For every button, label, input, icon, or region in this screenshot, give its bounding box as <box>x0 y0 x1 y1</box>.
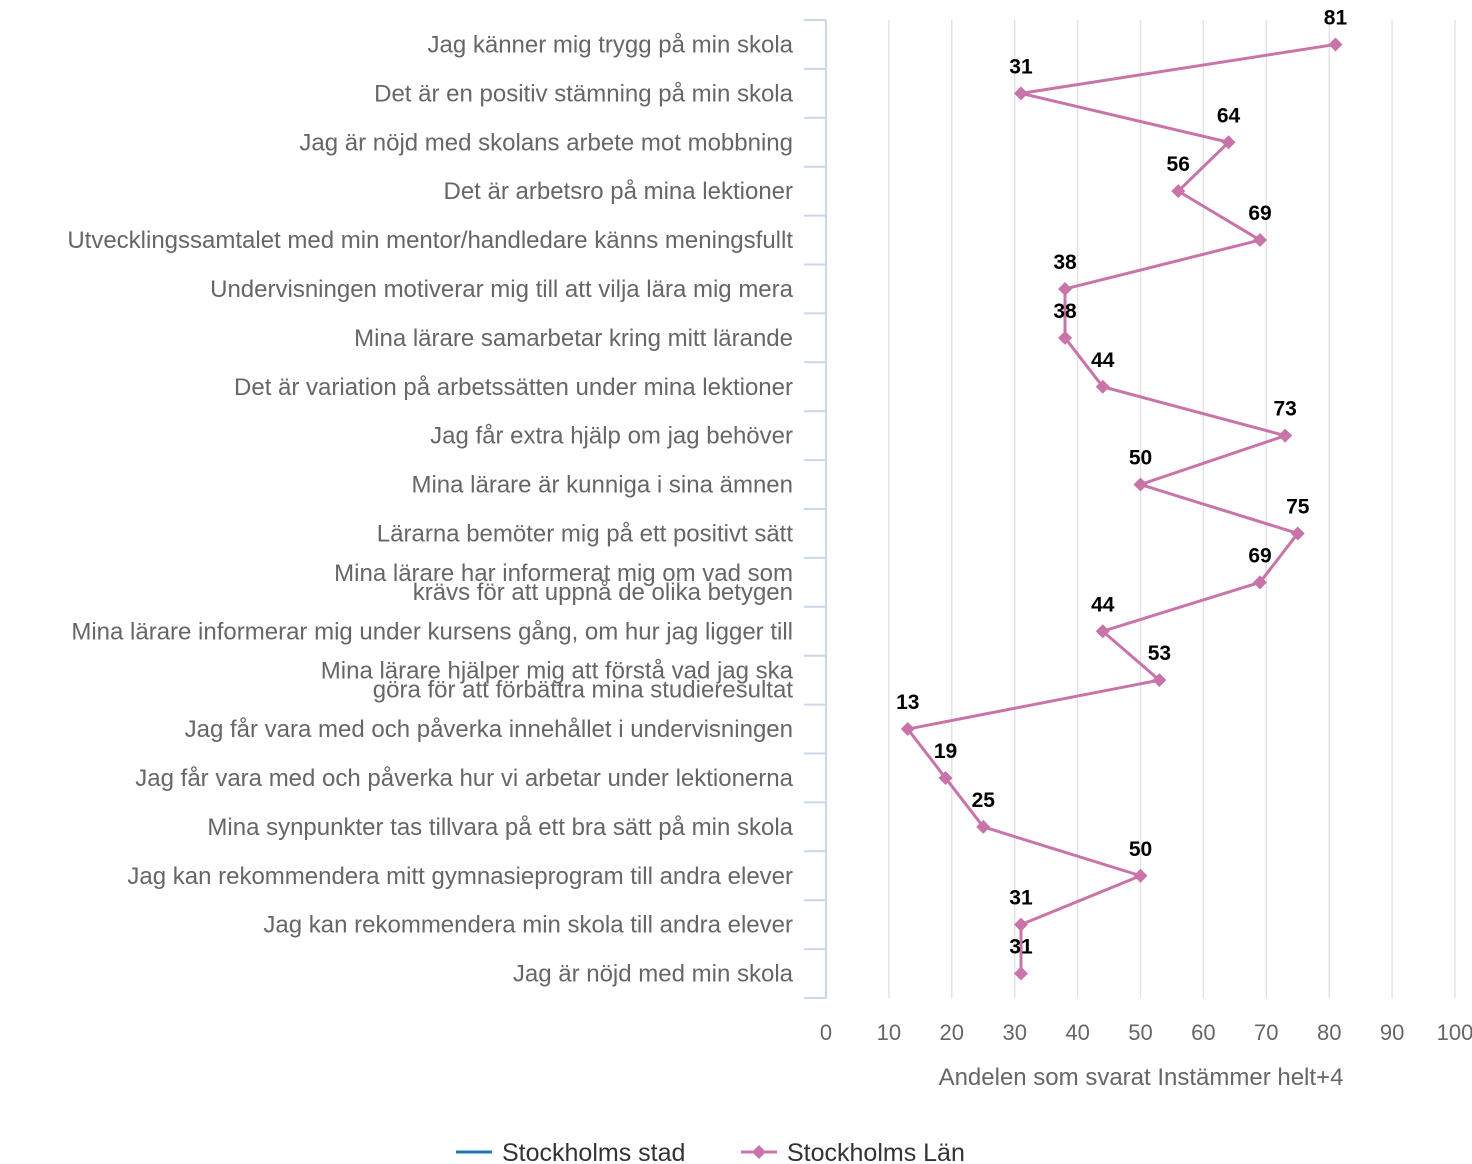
category-label: Jag får vara med och påverka innehållet … <box>185 716 793 743</box>
x-tick-label: 10 <box>877 1020 901 1045</box>
category-label: Mina lärare samarbetar kring mitt lärand… <box>354 325 793 352</box>
data-label: 75 <box>1286 495 1310 518</box>
data-point-marker <box>1171 184 1186 199</box>
category-label: Mina synpunkter tas tillvara på ett bra … <box>207 814 793 841</box>
data-point-marker <box>1328 37 1343 52</box>
data-label: 64 <box>1217 104 1241 127</box>
category-label: Lärarna bemöter mig på ett positivt sätt <box>377 520 794 547</box>
data-point-marker <box>900 722 915 737</box>
data-point-marker <box>1013 917 1028 932</box>
category-label: Jag får vara med och påverka hur vi arbe… <box>135 765 793 792</box>
category-label: Jag kan rekommendera mitt gymnasieprogra… <box>127 863 793 890</box>
category-label: Jag är nöjd med skolans arbete mot mobbn… <box>299 129 793 156</box>
category-label: Undervisningen motiverar mig till att vi… <box>210 276 794 303</box>
data-label: 69 <box>1248 202 1271 225</box>
legend-label: Stockholms stad <box>502 1139 685 1164</box>
category-label: Jag kan rekommendera min skola till andr… <box>263 912 793 939</box>
series-lines <box>906 42 1336 974</box>
x-axis-title: Andelen som svarat Instämmer helt+4 <box>939 1064 1344 1091</box>
category-labels: Jag känner mig trygg på min skola Det är … <box>67 31 793 987</box>
data-label: 31 <box>1009 887 1033 910</box>
data-label: 50 <box>1129 838 1152 861</box>
series-markers <box>900 37 1343 981</box>
category-label: Jag får extra hjälp om jag behöver <box>430 423 793 450</box>
data-point-marker <box>1095 624 1110 639</box>
data-point-marker <box>1290 526 1305 541</box>
x-tick-label: 30 <box>1002 1020 1026 1045</box>
data-point-marker <box>1278 428 1293 443</box>
x-tick-label: 0 <box>820 1020 832 1045</box>
category-label: Det är variation på arbetssätten under m… <box>234 374 793 401</box>
data-point-marker <box>1013 966 1028 981</box>
category-label: Utvecklingssamtalet med min mentor/handl… <box>67 227 793 254</box>
data-point-marker <box>1221 135 1236 150</box>
x-tick-label: 80 <box>1317 1020 1341 1045</box>
x-tick-label: 60 <box>1191 1020 1215 1045</box>
category-label: Mina lärare är kunniga i sina ämnen <box>411 472 793 499</box>
data-point-marker <box>1058 281 1073 296</box>
category-label: Jag känner mig trygg på min skola <box>427 31 793 58</box>
data-point-marker <box>976 819 991 834</box>
legend-item[interactable]: Stockholms stad <box>456 1139 685 1164</box>
legend-diamond-icon <box>752 1145 766 1159</box>
data-label: 25 <box>972 789 996 812</box>
data-label: 31 <box>1009 936 1033 959</box>
x-tick-label: 40 <box>1065 1020 1089 1045</box>
data-label: 69 <box>1248 544 1271 567</box>
data-label: 38 <box>1053 251 1077 274</box>
data-label: 81 <box>1324 6 1348 29</box>
data-label: 56 <box>1167 153 1190 176</box>
data-point-marker <box>1095 379 1110 394</box>
data-labels: 81 31 64 56 69 38 38 44 73 50 75 69 44 53 13 19 25 50 31 31 <box>896 6 1347 958</box>
x-tick-label: 70 <box>1254 1020 1278 1045</box>
data-label: 31 <box>1009 55 1033 78</box>
data-point-marker <box>1253 575 1268 590</box>
x-tick-label: 100 <box>1437 1020 1472 1045</box>
x-tick-label: 20 <box>940 1020 964 1045</box>
data-point-marker <box>1058 330 1073 345</box>
data-point-marker <box>1133 868 1148 883</box>
data-point-marker <box>1013 86 1028 101</box>
legend-label: Stockholms Län <box>787 1139 965 1164</box>
category-label: Mina lärare informerar mig under kursens… <box>71 618 793 645</box>
data-point-marker <box>1253 233 1268 248</box>
data-label: 19 <box>934 740 957 763</box>
category-label: Jag är nöjd med min skola <box>513 961 794 988</box>
category-axis <box>804 19 827 999</box>
x-tick-label: 50 <box>1128 1020 1152 1045</box>
series-line <box>906 42 1336 974</box>
data-label: 50 <box>1129 447 1152 470</box>
data-point-marker <box>1133 477 1148 492</box>
data-point-marker <box>938 770 953 785</box>
grid-lines <box>888 20 1456 998</box>
data-label: 53 <box>1148 642 1171 665</box>
category-label: Det är en positiv stämning på min skola <box>374 80 794 107</box>
legend: Stockholms stad Stockholms Län <box>456 1139 965 1164</box>
category-label: Det är arbetsro på mina lektioner <box>444 178 794 205</box>
data-label: 38 <box>1053 300 1077 323</box>
legend-item[interactable]: Stockholms Län <box>741 1139 965 1164</box>
data-point-marker <box>1152 673 1167 688</box>
category-label: Mina lärare hjälper mig att förstå vad j… <box>321 658 794 704</box>
category-label: Mina lärare har informerat mig om vad so… <box>334 560 793 606</box>
data-label: 73 <box>1273 398 1296 421</box>
data-label: 13 <box>896 691 919 714</box>
x-tick-label: 90 <box>1380 1020 1404 1045</box>
x-axis-ticks: 0 10 20 30 40 50 60 70 80 90 100 <box>820 1020 1472 1045</box>
data-label: 44 <box>1091 349 1115 372</box>
data-label: 44 <box>1091 593 1115 616</box>
